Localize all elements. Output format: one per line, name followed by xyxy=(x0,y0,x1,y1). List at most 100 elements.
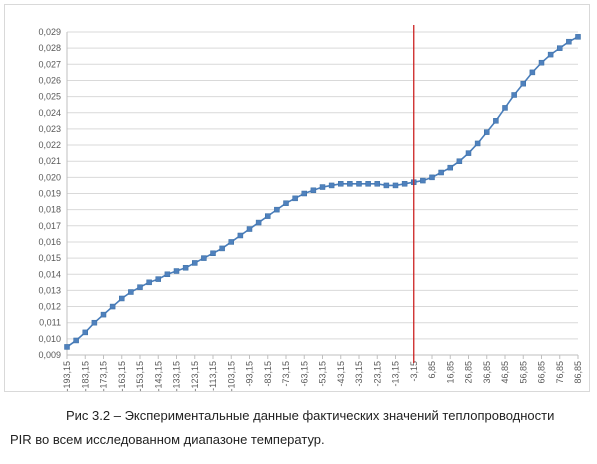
data-point xyxy=(292,195,298,202)
x-tick-label: 46,85 xyxy=(500,361,510,384)
x-tick-label: -93,15 xyxy=(245,361,255,387)
data-point xyxy=(447,164,453,171)
x-tick-label: 86,85 xyxy=(573,361,583,384)
y-tick-label: 0,013 xyxy=(38,285,61,295)
data-point xyxy=(100,311,107,318)
axes xyxy=(66,32,579,359)
x-tick-label: -193,15 xyxy=(62,361,72,392)
x-tick-label: -33,15 xyxy=(354,361,364,387)
y-tick-label: 0,014 xyxy=(38,269,61,279)
y-tick-label: 0,029 xyxy=(38,27,61,37)
x-tick-label: -133,15 xyxy=(172,361,182,392)
x-tick-label: -183,15 xyxy=(80,361,90,392)
data-point xyxy=(237,232,244,239)
x-tick-label: -73,15 xyxy=(281,361,291,387)
y-tick-label: 0,010 xyxy=(38,334,61,344)
data-point xyxy=(474,140,481,147)
y-tick-label: 0,023 xyxy=(38,124,61,134)
caption-line-2: PIR во всем исследованном диапазоне темп… xyxy=(10,432,325,447)
grid-lines xyxy=(67,31,578,340)
data-point xyxy=(392,182,399,189)
data-point xyxy=(465,150,472,156)
y-tick-label: 0,012 xyxy=(38,302,61,312)
data-point xyxy=(328,182,335,189)
data-point xyxy=(456,158,463,164)
data-point xyxy=(119,295,125,302)
x-tick-label: -143,15 xyxy=(153,361,163,392)
x-tick-label: -53,15 xyxy=(318,361,328,387)
x-tick-label: 26,85 xyxy=(464,361,474,384)
data-point xyxy=(91,319,98,326)
x-tick-label: -153,15 xyxy=(135,361,145,392)
data-point xyxy=(137,284,143,290)
y-tick-label: 0,028 xyxy=(38,43,61,53)
x-tick-label: 36,85 xyxy=(482,361,492,384)
data-point xyxy=(109,303,116,310)
x-tick-label: -43,15 xyxy=(336,361,346,387)
data-point xyxy=(493,118,499,124)
data-point xyxy=(219,245,225,252)
y-tick-label: 0,021 xyxy=(38,156,61,166)
y-tick-label: 0,016 xyxy=(38,237,61,247)
data-point xyxy=(310,187,317,194)
x-tick-label: -83,15 xyxy=(263,361,273,387)
data-point xyxy=(182,265,189,271)
y-tick-label: 0,025 xyxy=(38,92,61,102)
data-point xyxy=(283,200,289,206)
data-point xyxy=(155,276,161,282)
data-point xyxy=(557,45,563,51)
data-point xyxy=(383,182,390,189)
data-point xyxy=(520,80,526,87)
data-point xyxy=(511,92,517,98)
data-point xyxy=(502,105,508,111)
y-tick-label: 0,024 xyxy=(38,108,61,118)
y-tick-label: 0,019 xyxy=(38,189,61,199)
data-point xyxy=(246,226,253,232)
data-point xyxy=(146,279,152,286)
x-tick-label: -163,15 xyxy=(117,361,127,392)
data-point xyxy=(210,250,216,257)
y-tick-label: 0,026 xyxy=(38,75,61,85)
x-tick-label: -13,15 xyxy=(391,361,401,387)
data-point xyxy=(274,206,280,213)
data-point xyxy=(401,181,408,187)
y-tick-label: 0,015 xyxy=(38,253,61,263)
data-point xyxy=(173,268,180,274)
data-point xyxy=(228,239,234,245)
data-point xyxy=(365,181,371,187)
y-tick-label: 0,017 xyxy=(38,221,61,231)
data-point xyxy=(338,181,344,187)
x-tick-labels: -193,15 -183,15 -173,15 -163,15 -153,15 -143,… xyxy=(62,361,583,392)
x-tick-label: -3,15 xyxy=(409,361,419,382)
x-tick-label: -173,15 xyxy=(99,361,109,392)
x-tick-label: -63,15 xyxy=(299,361,309,387)
x-tick-label: 56,85 xyxy=(518,361,528,384)
data-point xyxy=(420,177,426,184)
data-point xyxy=(255,219,262,226)
x-tick-label: -113,15 xyxy=(208,361,218,391)
y-tick-labels: 0,009 0,010 0,011 0,012 0,013 0,014 0,015 0,016… xyxy=(38,27,61,360)
data-point xyxy=(73,337,79,344)
x-tick-label: 76,85 xyxy=(555,361,565,384)
x-tick-label: 6,85 xyxy=(427,361,437,379)
data-point xyxy=(64,344,70,350)
x-tick-label: -123,15 xyxy=(190,361,200,392)
y-tick-label: 0,020 xyxy=(38,172,61,182)
data-point xyxy=(319,184,326,190)
figure-caption: Рис 3.2 – Экспериментальные данные факти… xyxy=(0,404,597,452)
data-point xyxy=(538,59,545,66)
data-point xyxy=(429,174,435,181)
y-tick-label: 0,011 xyxy=(39,318,61,328)
series-polyline xyxy=(66,36,579,348)
y-tick-label: 0,022 xyxy=(38,140,61,150)
data-point xyxy=(575,34,581,40)
data-point xyxy=(547,51,554,58)
data-point xyxy=(347,181,353,187)
caption-line-1: Рис 3.2 – Экспериментальные данные факти… xyxy=(66,408,555,423)
data-point xyxy=(128,289,134,295)
data-point xyxy=(529,69,536,76)
data-point xyxy=(484,129,490,135)
line-chart: 0,009 0,010 0,011 0,012 0,013 0,014 0,015 0,016… xyxy=(38,25,583,392)
data-point xyxy=(301,190,307,197)
data-point xyxy=(201,255,207,261)
